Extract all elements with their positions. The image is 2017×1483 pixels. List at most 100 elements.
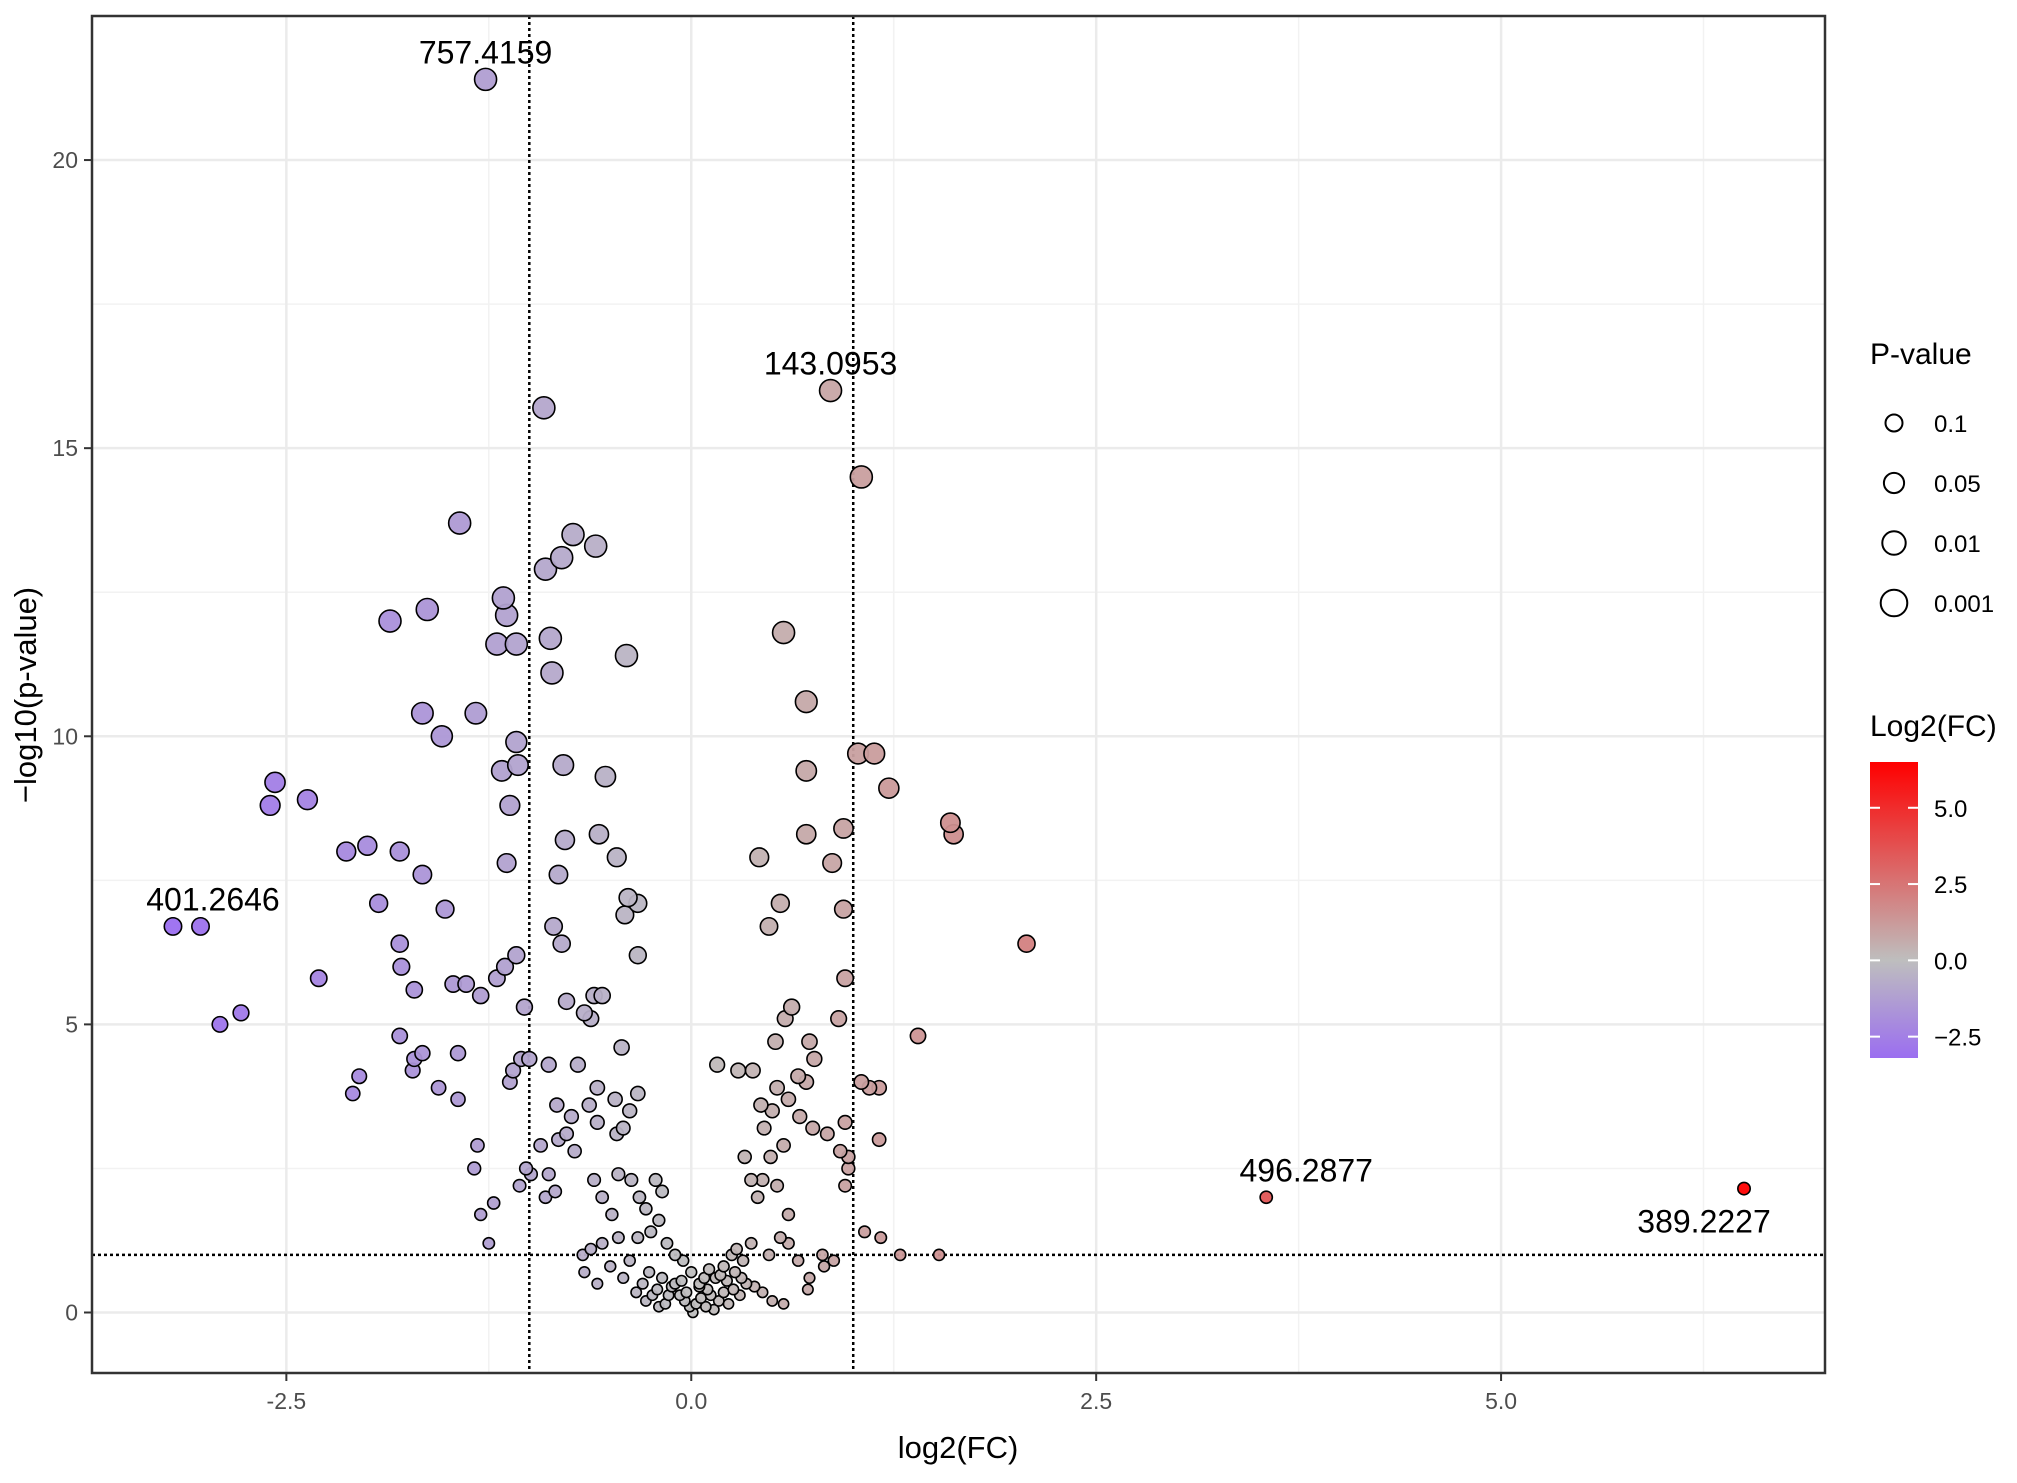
data-point [803,1271,816,1285]
data-point [507,946,526,965]
data-point [232,1004,250,1022]
data-point [491,586,516,610]
annotation-label: 401.2646 [146,881,279,917]
data-point [857,1225,872,1239]
data-point [496,852,517,874]
data-point [801,1283,814,1296]
data-point [863,742,886,765]
data-point [618,887,638,908]
annotation-label: 757.4159 [419,34,552,70]
data-point [717,1260,730,1273]
data-points [163,67,1752,1319]
data-point [668,1248,682,1262]
data-point [833,899,854,919]
data-point [629,1085,646,1102]
data-point [506,754,529,777]
data-point [790,1068,807,1085]
data-point [569,1056,587,1073]
data-point [849,465,874,489]
data-point [552,934,572,954]
data-point [680,1286,693,1299]
annotation-label: 389.2227 [1637,1204,1770,1240]
colorbar-tick-label: 0.0 [1934,948,1967,975]
point-annotations: 757.4159 143.0953 401.2646 496.2877 389.2227 [146,34,1771,1239]
legend-size-key [1881,530,1907,556]
data-point [575,1004,594,1022]
data-point [791,1254,805,1267]
data-point [378,609,402,633]
data-point [623,1254,637,1267]
data-point [893,1248,907,1262]
data-point [505,730,528,754]
data-point [1259,1190,1274,1205]
data-point [604,1260,617,1273]
y-tick-label: 20 [52,147,78,173]
data-point [554,829,576,851]
data-point [351,1068,368,1085]
data-point [473,67,498,92]
data-point [552,754,575,777]
data-point [830,1010,848,1028]
data-point [871,1132,887,1148]
data-point [1737,1181,1752,1196]
data-point [414,1044,431,1062]
data-point [767,1033,784,1051]
data-point [589,1114,605,1130]
data-point [473,1207,488,1222]
data-point [607,1091,623,1108]
data-point [628,946,648,965]
data-point [471,986,490,1005]
data-point [368,893,389,914]
data-point [853,1074,870,1091]
data-point [515,998,534,1016]
data-point [259,794,281,817]
data-point [756,1286,769,1299]
legend-pvalue: P-value 0.1 0.05 0.01 0.001 [1870,338,1994,618]
data-point [631,1231,645,1245]
data-point [567,1143,582,1159]
x-tick-label: 0.0 [675,1388,707,1414]
data-point [632,1190,647,1205]
data-point [447,511,472,535]
threshold-lines [92,16,1825,1373]
data-point [464,701,488,725]
data-point [588,823,610,845]
data-point [771,620,796,645]
data-point [430,1079,447,1096]
data-point [763,1149,778,1165]
data-point [518,1161,534,1176]
data-point [717,1286,730,1299]
data-point [642,1265,656,1279]
y-tick-label: 5 [65,1011,78,1037]
data-point [521,1050,538,1068]
data-point [660,1236,674,1250]
data-point [744,1172,759,1188]
data-point [615,1120,631,1136]
data-point [636,1277,649,1290]
data-point [415,597,440,622]
data-point [557,992,576,1011]
grid-major [92,16,1825,1373]
data-point [613,1039,630,1056]
data-point [874,1231,888,1245]
data-point [728,1265,742,1279]
data-point [595,1190,610,1205]
data-point [532,396,556,420]
data-point [533,557,558,581]
data-point [730,1062,747,1079]
data-point [578,1265,591,1279]
y-tick-label: 15 [52,435,78,461]
data-point [795,759,818,782]
data-point [816,1248,829,1262]
data-point [264,771,286,794]
x-axis-title: log2(FC) [898,1430,1019,1465]
data-point [795,823,817,845]
data-point [296,788,319,811]
data-point [561,522,585,547]
data-point [606,847,627,868]
data-point [644,1225,658,1239]
data-point [648,1172,663,1188]
data-point [837,1114,853,1130]
data-point [449,1044,467,1062]
data-point [1017,934,1036,954]
